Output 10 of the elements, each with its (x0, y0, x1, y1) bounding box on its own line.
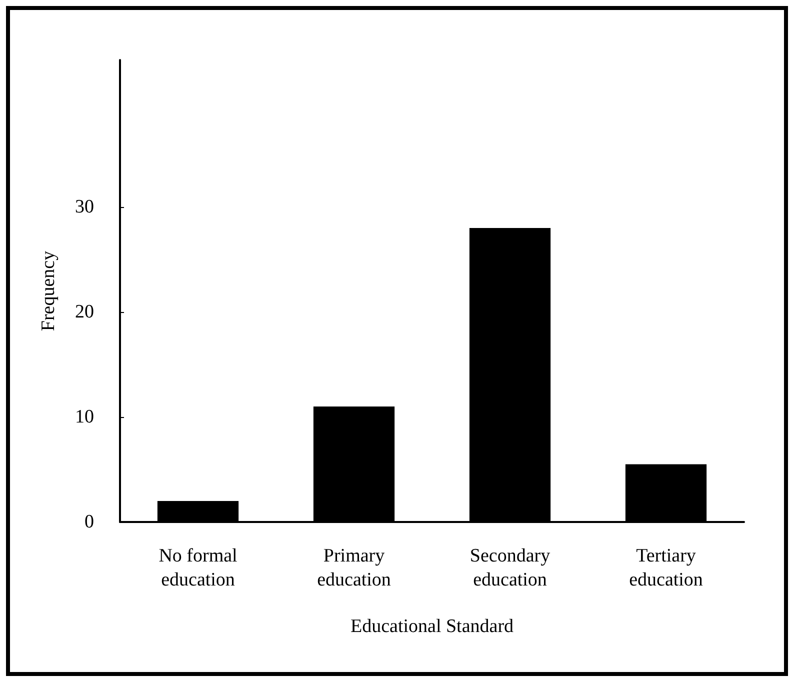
y-tick-label: 0 (84, 512, 94, 532)
x-tick-label: Secondary education (470, 546, 551, 590)
x-axis-title: Educational Standard (350, 616, 514, 637)
y-tick-label: 30 (75, 196, 94, 218)
x-tick-label: Tertiary education (629, 546, 704, 590)
y-tick-label: 20 (75, 302, 94, 322)
x-tick-label: No formal education (158, 546, 238, 590)
y-axis-title: Frequency (38, 250, 59, 332)
x-tick-label: Primary education (317, 546, 392, 590)
y-tick-label: 10 (75, 406, 94, 428)
